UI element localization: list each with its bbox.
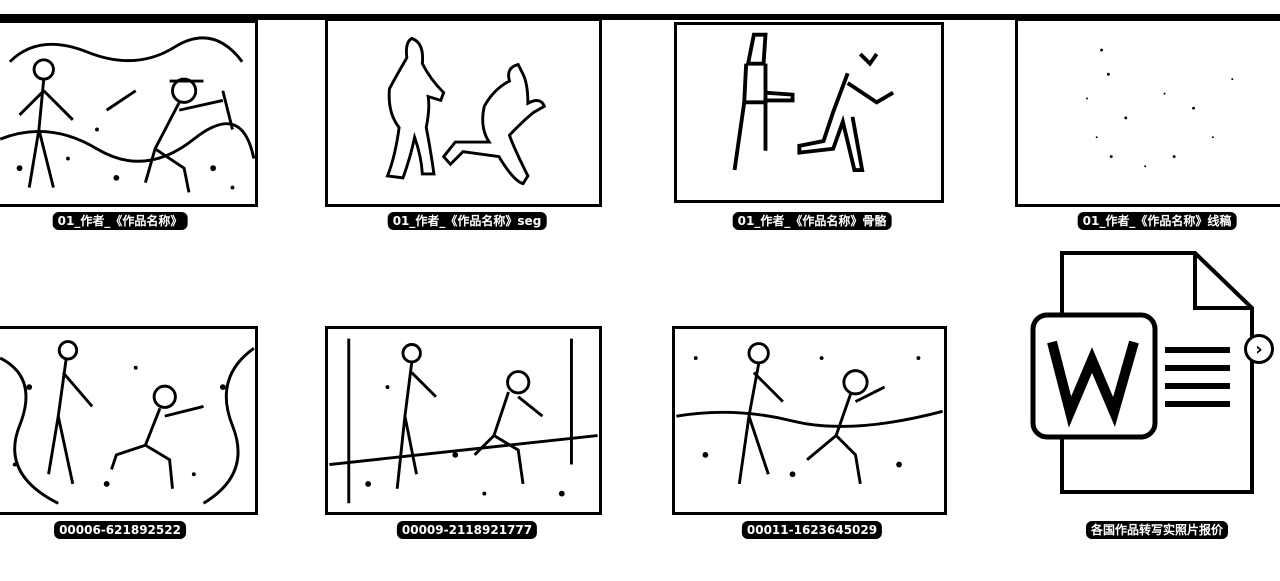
chevron-right-icon[interactable]: › (1244, 334, 1274, 364)
file-name-label: 00006-621892522 (55, 522, 185, 538)
file-name-label: 01_作者_《作品名称》 (53, 213, 187, 229)
thumbnail-file-4[interactable] (1015, 18, 1280, 207)
thumbnail-file-2[interactable] (325, 18, 602, 207)
sketch-image (329, 329, 598, 512)
file-name-label: 01_作者_《作品名称》骨骼 (733, 213, 891, 229)
lineart-image (1019, 21, 1279, 204)
toolbar-divider (0, 14, 1280, 20)
file-name-label: 01_作者_《作品名称》线稿 (1078, 213, 1236, 229)
word-document-icon[interactable] (1030, 250, 1255, 495)
silhouette-image (329, 21, 598, 204)
thumbnail-file-1[interactable] (0, 20, 258, 207)
thumbnail-file-5[interactable] (0, 326, 258, 515)
sketch-image (0, 329, 255, 512)
stick-figure-image (678, 25, 940, 200)
sketch-image (676, 329, 944, 512)
thumbnail-file-3[interactable] (674, 22, 944, 203)
document-graphic (1030, 251, 1254, 494)
thumbnail-file-7[interactable] (672, 326, 947, 515)
thumbnail-file-6[interactable] (325, 326, 602, 515)
file-name-label: 00009-2118921777 (397, 522, 537, 538)
sketch-image (0, 23, 255, 204)
file-name-label: 各国作品转写实照片报价 (1086, 522, 1228, 538)
file-name-label: 01_作者_《作品名称》seg (388, 213, 546, 229)
file-name-label: 00011-1623645029 (742, 522, 882, 538)
